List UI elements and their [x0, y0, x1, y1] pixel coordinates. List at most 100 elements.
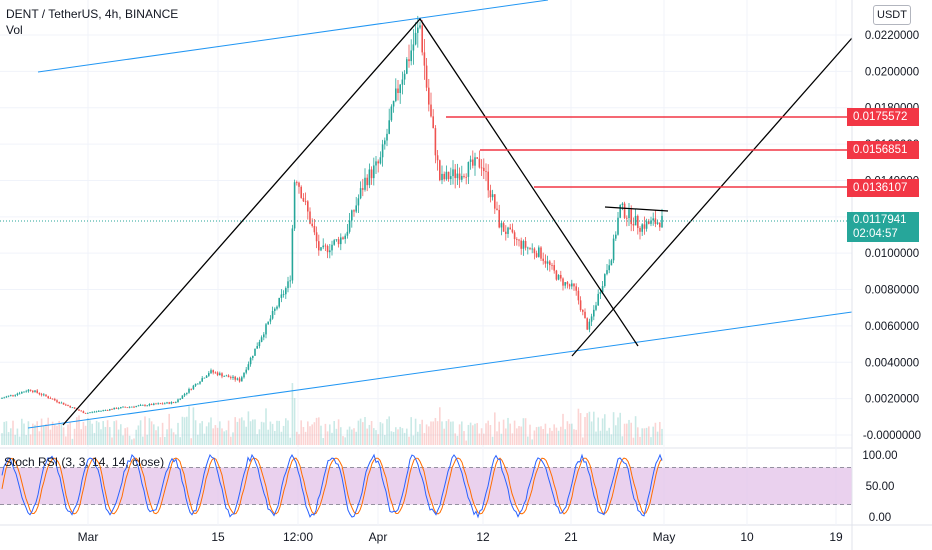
volume-bar	[7, 432, 10, 445]
candle-body	[45, 394, 47, 397]
volume-bar	[168, 413, 170, 445]
volume-bar	[615, 425, 617, 445]
candle-body	[507, 227, 509, 234]
candle-body	[234, 376, 236, 380]
volume-bar	[315, 417, 318, 445]
grid	[0, 0, 932, 526]
volume-bar	[544, 423, 547, 445]
candle-body	[370, 169, 373, 179]
candle-body	[58, 401, 60, 404]
volume-bar	[456, 435, 459, 445]
volume-bar	[197, 434, 199, 445]
volume-bar	[329, 424, 331, 445]
rsi-tick-label: 100.00	[862, 450, 897, 462]
volume-bar	[263, 422, 265, 445]
candle-body	[648, 221, 650, 224]
volume-bar	[309, 426, 311, 445]
volume-bar	[216, 427, 219, 445]
candle-body	[27, 389, 30, 392]
candle-body	[7, 395, 10, 397]
candle-body	[516, 239, 518, 240]
candle-body	[524, 241, 527, 248]
candle-body	[289, 280, 291, 282]
candle-body	[604, 274, 606, 287]
candle-body	[120, 407, 122, 409]
volume-bar	[56, 425, 58, 445]
candle-body	[551, 265, 553, 266]
volume-bar	[43, 425, 45, 445]
candle-body	[458, 173, 461, 180]
short-resistance-line	[604, 206, 669, 212]
candle-body	[549, 261, 551, 266]
volume-bar	[214, 425, 217, 445]
volume-bar	[91, 423, 93, 445]
volume-bar	[450, 421, 452, 445]
volume-bar	[265, 408, 267, 445]
volume-bar	[113, 421, 115, 445]
volume-bar	[54, 424, 56, 445]
candle-body	[245, 369, 247, 373]
price-axis[interactable]: 0.02200000.02000000.01800000.01600000.01…	[851, 0, 921, 550]
volume-bar	[480, 428, 483, 445]
volume-bar	[582, 437, 584, 445]
volume-bar	[73, 428, 76, 445]
candle-body	[188, 388, 190, 393]
volume-bar	[617, 417, 619, 445]
volume-bar	[472, 425, 474, 445]
candle-body	[421, 25, 423, 53]
candle-body	[194, 383, 197, 386]
candle-body	[423, 52, 426, 66]
candle-body	[109, 409, 111, 411]
candle-body	[410, 50, 412, 62]
candle-body	[67, 404, 69, 406]
volume-bar	[62, 427, 65, 445]
volume-bar	[489, 424, 492, 445]
volume-bar	[377, 434, 379, 445]
volume-bar	[164, 436, 166, 445]
volume-bar	[102, 421, 104, 445]
volume-bar	[342, 436, 344, 445]
pattern-triangle	[62, 17, 639, 426]
volume-bar	[423, 432, 426, 445]
volume-bar	[67, 424, 69, 445]
candle-body	[469, 159, 472, 162]
candle-body	[348, 220, 351, 232]
y-tick-label: 0.0020000	[865, 394, 919, 406]
volume-bar	[159, 437, 162, 445]
candle-body	[333, 240, 335, 245]
y-tick-label: 0.0060000	[865, 321, 919, 333]
volume-bar	[115, 420, 118, 445]
volume-bar	[95, 420, 98, 445]
volume-bar	[650, 437, 652, 445]
candle-body	[124, 406, 126, 408]
candle-body	[326, 246, 329, 253]
candle-body	[14, 394, 16, 396]
volume-bar	[153, 424, 155, 445]
y-tick-label: -0.0000000	[863, 430, 921, 442]
time-axis[interactable]: Mar 15 12:00 Apr 12 21 May 10 19	[78, 530, 843, 544]
volume-bar	[419, 424, 421, 445]
volume-bar	[485, 423, 487, 445]
volume-bar	[555, 427, 558, 445]
currency-badge[interactable]: USDT	[873, 5, 911, 25]
symbol-title: DENT / TetherUS, 4h, BINANCE	[6, 7, 179, 21]
volume-bar	[604, 414, 606, 445]
candle-body	[639, 227, 641, 232]
candle-body	[282, 294, 285, 296]
candle-body	[390, 106, 393, 121]
volume-bar	[654, 422, 657, 445]
candle-body	[498, 209, 500, 228]
volume-bar	[135, 429, 137, 445]
volume-bar	[3, 421, 5, 445]
candle-body	[25, 391, 27, 393]
candle-body	[260, 337, 263, 342]
trend-drawings	[0, 0, 853, 429]
candle-body	[65, 404, 67, 406]
candle-body	[467, 161, 470, 177]
volume-bar	[425, 424, 428, 445]
volume-bar	[392, 431, 395, 445]
candle-body	[584, 311, 586, 319]
candle-body	[362, 188, 364, 190]
candle-body	[106, 409, 109, 411]
candle-body	[309, 211, 311, 224]
